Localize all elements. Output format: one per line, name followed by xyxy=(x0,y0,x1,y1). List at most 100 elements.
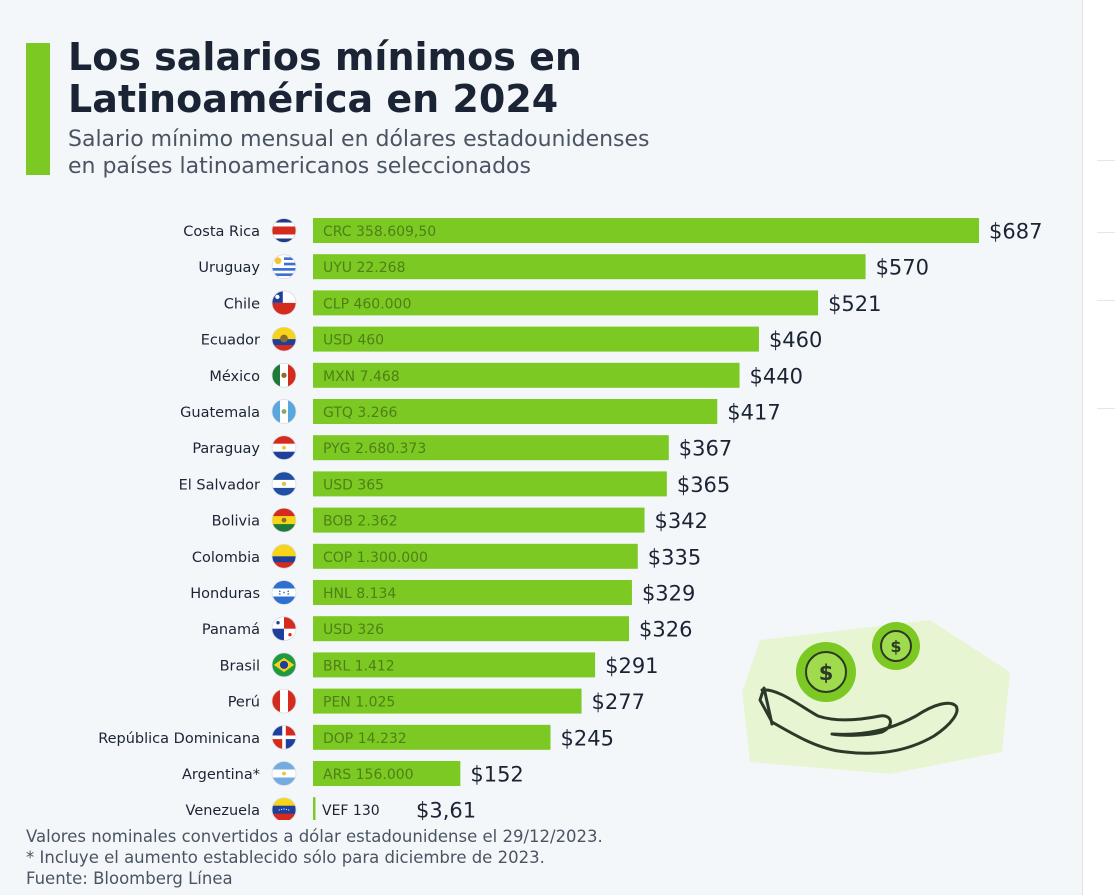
category-label: México xyxy=(209,369,260,385)
bar xyxy=(313,218,979,243)
flag-colombia-icon xyxy=(272,544,296,569)
bar xyxy=(313,290,819,316)
bar xyxy=(313,362,740,388)
category-label: Perú xyxy=(228,695,260,711)
divider xyxy=(1097,408,1115,409)
bar-row-costa-rica: Costa Rica CRC 358.609,50 $687 xyxy=(183,218,1042,244)
flag-outline xyxy=(271,797,297,820)
bar-row-honduras: Honduras HNL 8.134 $329 xyxy=(190,580,695,606)
flag-venezuela-icon xyxy=(272,797,296,820)
local-currency-label: MXN 7.468 xyxy=(323,369,400,385)
title-line-2: Latinoamérica en 2024 xyxy=(68,77,559,121)
flag-mexico-icon xyxy=(272,363,296,388)
category-label: República Dominicana xyxy=(98,731,260,747)
bar-chart: Costa Rica CRC 358.609,50 $687 Uruguay UYU 2… xyxy=(98,218,1042,820)
footer-note-asterisk: * Incluye el aumento establecido sólo pa… xyxy=(26,848,545,867)
local-currency-label: UYU 22.268 xyxy=(323,260,405,276)
value-label: $326 xyxy=(639,618,692,642)
bar xyxy=(313,254,866,280)
page-right-strip xyxy=(1083,0,1115,895)
category-label: Honduras xyxy=(190,586,260,602)
value-label: $460 xyxy=(769,328,822,352)
bar-row-republica-dominicana: República Dominicana DOP 14.232 $245 xyxy=(98,724,614,750)
category-label: Colombia xyxy=(192,550,260,566)
bar xyxy=(313,797,316,820)
flag-guatemala-icon xyxy=(272,399,296,424)
local-currency-label: USD 326 xyxy=(323,622,384,638)
title-line-1: Los salarios mínimos en xyxy=(68,35,582,79)
bar-row-ecuador: Ecuador USD 460 $460 xyxy=(201,326,822,352)
flag-outline xyxy=(271,290,297,316)
category-label: El Salvador xyxy=(179,477,260,493)
bar-row-guatemala: Guatemala GTQ 3.266 $417 xyxy=(180,399,781,425)
local-currency-label: BOB 2.362 xyxy=(323,514,398,530)
flag-outline xyxy=(271,652,297,678)
flag-outline xyxy=(271,543,297,569)
bar xyxy=(313,688,582,714)
local-currency-label: ARS 156.000 xyxy=(323,767,414,783)
bar xyxy=(313,399,718,424)
flag-bolivia-icon xyxy=(272,508,296,533)
local-currency-label: CLP 460.000 xyxy=(323,296,411,312)
title-accent-bar xyxy=(26,43,50,175)
value-label: $365 xyxy=(677,473,730,497)
bar xyxy=(313,580,632,605)
flag-outline xyxy=(271,326,297,352)
footer-note-conversion: Valores nominales convertidos a dólar es… xyxy=(26,827,603,846)
value-label: $342 xyxy=(655,509,708,533)
value-label: $521 xyxy=(828,292,881,316)
bar xyxy=(313,435,669,461)
local-currency-label: BRL 1.412 xyxy=(323,658,395,674)
bar xyxy=(313,507,645,533)
divider xyxy=(1097,160,1115,161)
flag-chile-icon xyxy=(272,290,296,315)
flag-outline xyxy=(271,218,297,243)
category-label: Costa Rica xyxy=(183,224,260,240)
bar-row-mexico: México MXN 7.468 $440 xyxy=(209,362,803,388)
flag-peru-icon xyxy=(272,689,296,714)
flag-brasil-icon xyxy=(272,652,296,677)
bar-row-uruguay: Uruguay UYU 22.268 $570 xyxy=(198,254,929,280)
local-currency-label: USD 460 xyxy=(323,333,384,349)
bar-row-bolivia: Bolivia BOB 2.362 $342 xyxy=(212,507,708,533)
local-currency-label: CRC 358.609,50 xyxy=(323,224,436,240)
bar-row-brasil: Brasil BRL 1.412 $291 xyxy=(220,652,659,678)
local-currency-label: HNL 8.134 xyxy=(323,586,396,602)
local-currency-label: PEN 1.025 xyxy=(323,695,395,711)
flag-outline xyxy=(271,399,297,424)
chart-subtitle: Salario mínimo mensual en dólares estado… xyxy=(68,126,650,180)
category-label: Brasil xyxy=(220,658,260,674)
bar xyxy=(313,724,551,750)
local-currency-label: DOP 14.232 xyxy=(323,731,407,747)
category-label: Argentina* xyxy=(182,767,260,783)
value-label: $152 xyxy=(470,763,523,787)
flag-outline xyxy=(271,688,297,714)
flag-honduras-icon xyxy=(272,580,296,605)
flag-outline xyxy=(271,507,297,533)
divider xyxy=(1097,232,1115,233)
coin-large-icon: $ xyxy=(796,642,856,702)
value-label: $291 xyxy=(605,654,658,678)
chart-card: Los salarios mínimos en Latinoamérica en… xyxy=(0,0,1083,895)
value-label: $245 xyxy=(561,726,614,750)
value-label: $277 xyxy=(592,690,645,714)
subtitle-line-2: en países latinoamericanos seleccionados xyxy=(68,154,531,179)
flag-outline xyxy=(271,435,297,461)
value-label: $687 xyxy=(989,220,1042,244)
bar xyxy=(313,326,759,352)
category-label: Venezuela xyxy=(186,803,260,819)
bar-row-paraguay: Paraguay PYG 2.680.373 $367 xyxy=(192,435,732,461)
flag-uruguay-icon xyxy=(272,254,296,279)
category-label: Guatemala xyxy=(180,405,260,421)
category-label: Uruguay xyxy=(198,260,260,276)
flag-outline xyxy=(271,580,297,605)
flag-outline xyxy=(271,616,297,642)
flag-outline xyxy=(271,362,297,388)
chart-footer: Valores nominales convertidos a dólar es… xyxy=(26,826,603,889)
footer-source: Fuente: Bloomberg Línea xyxy=(26,869,233,888)
flag-outline xyxy=(271,724,297,750)
hand-receiving-coins-icon: $ $ xyxy=(742,620,1010,774)
bar xyxy=(313,652,596,678)
bar-row-peru: Perú PEN 1.025 $277 xyxy=(228,688,645,714)
bar-row-chile: Chile CLP 460.000 $521 xyxy=(224,290,882,316)
